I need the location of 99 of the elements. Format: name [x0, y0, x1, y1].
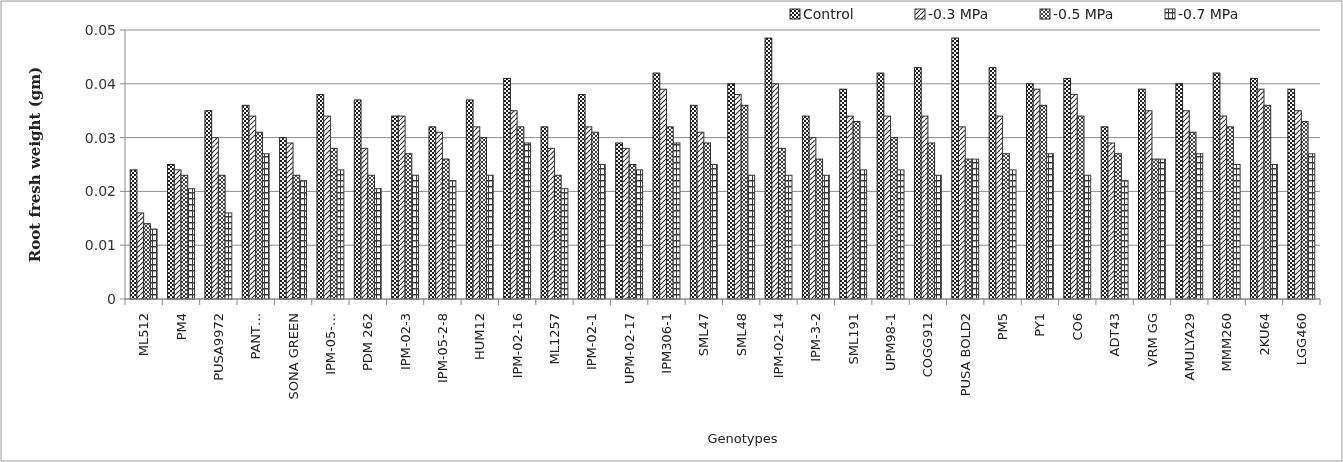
- bar: [187, 188, 195, 300]
- legend-label: -0.5 MPa: [1053, 5, 1114, 22]
- bar: [1307, 153, 1316, 300]
- x-tick-label: IPM-02-16: [509, 313, 525, 379]
- y-tick-label: 0.01: [84, 237, 116, 254]
- bar: [149, 228, 158, 300]
- bar: [1287, 88, 1296, 300]
- bar: [951, 37, 960, 300]
- x-tick-label: IPM-05-2-8: [434, 313, 450, 384]
- bar: [615, 142, 623, 300]
- bar: [279, 137, 287, 300]
- x-tick-label: LGG460: [1293, 313, 1309, 366]
- x-tick-label: PUSA9972: [210, 313, 226, 381]
- bar: [261, 153, 270, 300]
- bar: [1120, 180, 1129, 300]
- y-tick-label: 0.04: [84, 75, 117, 92]
- bar: [411, 174, 420, 300]
- bar: [1232, 164, 1241, 300]
- bar: [1175, 83, 1184, 300]
- bar: [913, 67, 922, 300]
- bar: [1008, 169, 1017, 300]
- bar: [727, 83, 735, 300]
- x-tick-label: HUM12: [472, 313, 488, 361]
- y-axis-title: Root fresh weight (gm): [26, 66, 44, 263]
- bar: [1025, 83, 1034, 300]
- x-tick-label: SML191: [845, 313, 861, 365]
- bar: [764, 37, 773, 300]
- bar: [876, 72, 885, 300]
- bar: [1083, 174, 1092, 300]
- bar: [1063, 77, 1072, 300]
- x-tick-label: ML1257: [547, 313, 562, 365]
- bar: [1158, 158, 1166, 300]
- bar: [635, 169, 644, 300]
- bar: [1046, 153, 1054, 300]
- x-tick-label: IPM-02-14: [771, 313, 787, 379]
- x-tick-label: COGG912: [920, 313, 936, 378]
- x-tick-label: IPM-3-2: [808, 313, 824, 362]
- x-tick-label: AMULYA29: [1181, 313, 1197, 381]
- y-tick-label: 0.03: [84, 129, 116, 146]
- bar: [839, 88, 847, 300]
- x-tick-label: PM4: [173, 313, 189, 341]
- bar: [971, 158, 980, 300]
- bar: [316, 94, 325, 300]
- bar: [784, 174, 793, 300]
- bar: [336, 169, 345, 300]
- bar: [204, 110, 213, 300]
- bar: [373, 188, 382, 300]
- legend-label: -0.7 MPa: [1178, 5, 1239, 22]
- bar: [391, 115, 399, 300]
- x-tick-label: MMM260: [1219, 313, 1235, 372]
- bar: [448, 180, 457, 300]
- bar: [672, 142, 681, 300]
- y-tick-label: 0.02: [84, 183, 116, 200]
- x-tick-label: PANT…: [248, 313, 264, 360]
- bar: [503, 77, 511, 300]
- bar: [1250, 77, 1258, 300]
- bar: [988, 67, 997, 300]
- x-tick-label: ADT43: [1107, 313, 1123, 357]
- bar: [1138, 88, 1146, 300]
- bar: [822, 174, 830, 300]
- x-tick-label: PY1: [1032, 313, 1048, 337]
- x-tick-label: IPM306-1: [659, 313, 675, 374]
- bar: [428, 126, 437, 300]
- y-tick-label: 0.05: [84, 21, 116, 38]
- bar: [859, 169, 868, 300]
- bar: [747, 174, 756, 300]
- x-tick-label: SML48: [733, 313, 749, 357]
- bar: [167, 164, 175, 300]
- bar: [1195, 153, 1204, 300]
- x-tick-label: UPM-02-17: [621, 313, 637, 385]
- x-axis-title: Genotypes: [707, 431, 778, 446]
- x-tick-label: UPM98-1: [883, 313, 899, 372]
- bar: [1270, 164, 1278, 300]
- legend-label: -0.3 MPa: [928, 5, 989, 22]
- x-tick-label: SONA GREEN: [285, 313, 301, 400]
- x-tick-label: SML47: [696, 313, 712, 357]
- y-tick-label: 0: [107, 290, 116, 307]
- x-tick-label: PM5: [995, 313, 1011, 341]
- bar: [540, 126, 549, 300]
- x-tick-label: PDM 262: [360, 313, 376, 372]
- x-tick-label: IPM-05-…: [322, 313, 338, 375]
- bar: [485, 174, 494, 300]
- bar: [598, 164, 606, 300]
- bar: [299, 180, 307, 300]
- bar: [523, 142, 532, 300]
- bar: [652, 72, 661, 300]
- bar: [896, 169, 905, 300]
- bar: [224, 212, 233, 300]
- x-tick-label: 2KU64: [1256, 313, 1272, 356]
- legend-label: Control: [803, 5, 854, 22]
- bar: [934, 174, 942, 300]
- x-tick-label: IPM-02-3: [397, 313, 413, 371]
- x-tick-label: VRM GG: [1144, 313, 1160, 367]
- bar: [560, 188, 569, 300]
- x-tick-label: ML512: [136, 313, 152, 357]
- x-tick-label: CO6: [1069, 313, 1085, 341]
- x-tick-label: PUSA BOLD2: [957, 313, 973, 397]
- x-tick-label: IPM-02-1: [584, 313, 600, 371]
- bar: [710, 164, 718, 300]
